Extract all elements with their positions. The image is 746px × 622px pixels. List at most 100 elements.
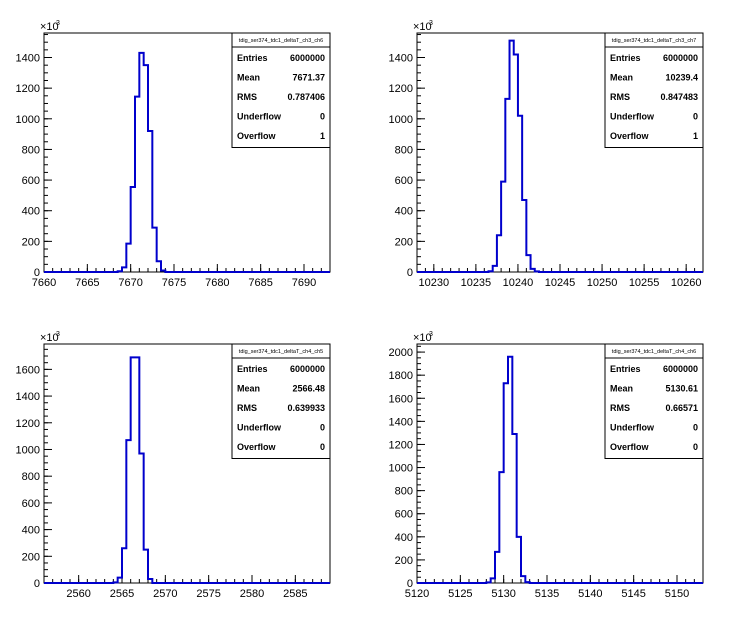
stat-label: Underflow bbox=[610, 112, 655, 122]
y-tick-label: 400 bbox=[22, 525, 40, 537]
x-tick-label: 7685 bbox=[248, 277, 272, 289]
x-tick-label: 2560 bbox=[66, 588, 90, 600]
x-tick-label: 5145 bbox=[621, 588, 645, 600]
stat-label: Overflow bbox=[610, 442, 650, 452]
stat-value: 7671.37 bbox=[292, 73, 325, 83]
y-tick-label: 600 bbox=[22, 175, 40, 187]
stat-value: 0 bbox=[320, 112, 325, 122]
y-tick-label: 1400 bbox=[389, 416, 413, 428]
y-multiplier: ×10 bbox=[40, 332, 59, 344]
histogram-panel-4: 0 200 400 600 800 1000 1200 1400 1600 1800 2000 512… bbox=[389, 331, 704, 600]
y-tick-label: 1400 bbox=[389, 53, 413, 65]
histogram-panel-2: 0 200 400 600 800 1000 1200 1400 10230 10235 10240… bbox=[389, 20, 704, 289]
y-tick-label: 800 bbox=[395, 144, 413, 156]
x-tick-label: 7670 bbox=[118, 277, 142, 289]
x-tick-label: 10240 bbox=[503, 277, 534, 289]
y-tick-label: 1200 bbox=[16, 418, 40, 430]
x-tick-label: 2585 bbox=[283, 588, 307, 600]
stat-label: RMS bbox=[237, 92, 257, 102]
stat-value: 0 bbox=[320, 423, 325, 433]
x-tick-label: 7665 bbox=[75, 277, 99, 289]
y-tick-label: 800 bbox=[395, 486, 413, 498]
y-tick-label: 1000 bbox=[16, 114, 40, 126]
stat-value: 6000000 bbox=[663, 364, 698, 374]
x-tick-label: 5130 bbox=[491, 588, 515, 600]
stat-value: 5130.61 bbox=[665, 384, 698, 394]
histogram-title: tdig_ser374_tdc1_deltaT_ch4_ch6 bbox=[612, 349, 696, 355]
y-tick-label: 800 bbox=[22, 471, 40, 483]
x-tick-label: 2575 bbox=[196, 588, 220, 600]
histogram-title: tdig_ser374_tdc1_deltaT_ch3_ch6 bbox=[239, 38, 323, 44]
y-tick-label: 600 bbox=[395, 175, 413, 187]
stat-label: Entries bbox=[610, 364, 641, 374]
stat-label: Entries bbox=[237, 53, 268, 63]
stat-label: RMS bbox=[610, 403, 630, 413]
y-tick-label: 400 bbox=[395, 206, 413, 218]
y-tick-label: 0 bbox=[407, 578, 413, 590]
x-tick-label: 7680 bbox=[205, 277, 229, 289]
y-tick-label: 1000 bbox=[16, 444, 40, 456]
y-tick-label: 600 bbox=[395, 509, 413, 521]
histogram-panel-3: 0 200 400 600 800 1000 1200 1400 1600 2560 2565 257… bbox=[16, 331, 331, 600]
y-tick-label: 200 bbox=[395, 236, 413, 248]
stat-label: Mean bbox=[237, 384, 260, 394]
y-tick-label: 600 bbox=[22, 498, 40, 510]
stat-value: 1 bbox=[693, 131, 698, 141]
y-tick-label: 1200 bbox=[389, 439, 413, 451]
y-tick-label: 0 bbox=[34, 267, 40, 279]
stats-box-frame bbox=[604, 32, 704, 148]
histogram-series bbox=[44, 51, 330, 273]
y-multiplier: ×10 bbox=[413, 21, 432, 33]
y-tick-label: 1800 bbox=[389, 370, 413, 382]
x-tick-label: 2565 bbox=[110, 588, 134, 600]
stat-label: Overflow bbox=[237, 442, 277, 452]
y-tick-label: 800 bbox=[22, 144, 40, 156]
y-tick-label: 2000 bbox=[389, 347, 413, 359]
stat-label: Underflow bbox=[610, 423, 655, 433]
x-tick-label: 5135 bbox=[535, 588, 559, 600]
stat-label: Mean bbox=[610, 73, 633, 83]
y-multiplier-exponent: 3 bbox=[56, 20, 60, 27]
stat-value: 2566.48 bbox=[292, 384, 325, 394]
y-tick-label: 1000 bbox=[389, 114, 413, 126]
stats-box-frame bbox=[231, 343, 331, 459]
x-tick-label: 5125 bbox=[448, 588, 472, 600]
stat-value: 0.847483 bbox=[660, 92, 698, 102]
histogram-series bbox=[417, 39, 703, 273]
stat-label: Mean bbox=[237, 73, 260, 83]
x-tick-label: 7660 bbox=[32, 277, 56, 289]
y-multiplier-exponent: 3 bbox=[56, 331, 60, 338]
stat-label: Underflow bbox=[237, 423, 282, 433]
x-tick-label: 2580 bbox=[240, 588, 264, 600]
x-tick-label: 5120 bbox=[405, 588, 429, 600]
x-tick-label: 10230 bbox=[419, 277, 450, 289]
stats-box: tdig_ser374_tdc1_deltaT_ch3_ch7 Entries 60… bbox=[604, 32, 704, 148]
x-tick-label: 7690 bbox=[292, 277, 316, 289]
stat-label: Entries bbox=[610, 53, 641, 63]
y-tick-label: 1400 bbox=[16, 53, 40, 65]
stat-label: RMS bbox=[237, 403, 257, 413]
stat-label: Underflow bbox=[237, 112, 282, 122]
y-tick-label: 200 bbox=[22, 236, 40, 248]
stat-value: 1 bbox=[320, 131, 325, 141]
stat-label: Mean bbox=[610, 384, 633, 394]
stat-value: 6000000 bbox=[663, 53, 698, 63]
y-tick-label: 400 bbox=[22, 206, 40, 218]
stat-value: 0.639933 bbox=[287, 403, 325, 413]
stats-box-frame bbox=[604, 343, 704, 459]
histogram-series bbox=[44, 356, 330, 584]
y-tick-label: 1400 bbox=[16, 391, 40, 403]
x-tick-label: 10255 bbox=[629, 277, 660, 289]
stats-box: tdig_ser374_tdc1_deltaT_ch3_ch6 Entries 60… bbox=[231, 32, 331, 148]
histogram-title: tdig_ser374_tdc1_deltaT_ch3_ch7 bbox=[612, 38, 696, 44]
x-tick-label: 7675 bbox=[162, 277, 186, 289]
y-tick-label: 1200 bbox=[389, 83, 413, 95]
y-tick-label: 200 bbox=[395, 555, 413, 567]
stat-value: 6000000 bbox=[290, 364, 325, 374]
stat-value: 0 bbox=[320, 442, 325, 452]
histogram-title: tdig_ser374_tdc1_deltaT_ch4_ch5 bbox=[239, 349, 323, 355]
y-tick-label: 1600 bbox=[16, 364, 40, 376]
stat-value: 0.787406 bbox=[287, 92, 325, 102]
stats-box: tdig_ser374_tdc1_deltaT_ch4_ch5 Entries 60… bbox=[231, 343, 331, 459]
